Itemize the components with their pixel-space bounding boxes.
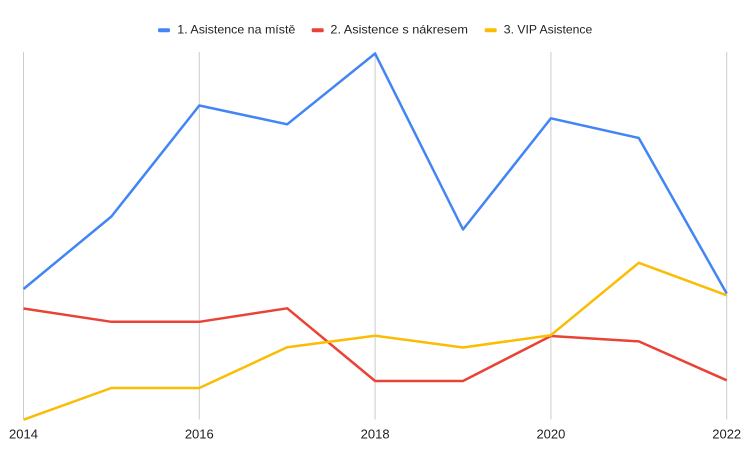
svg-text:1. Asistence na místě: 1. Asistence na místě [177, 23, 295, 37]
svg-text:2016: 2016 [185, 427, 214, 442]
svg-text:2. Asistence s nákresem: 2. Asistence s nákresem [330, 23, 468, 37]
svg-text:3. VIP Asistence: 3. VIP Asistence [504, 23, 593, 37]
svg-text:2020: 2020 [536, 427, 565, 442]
svg-text:2014: 2014 [9, 427, 38, 442]
svg-text:2018: 2018 [361, 427, 390, 442]
svg-text:2022: 2022 [712, 427, 741, 442]
